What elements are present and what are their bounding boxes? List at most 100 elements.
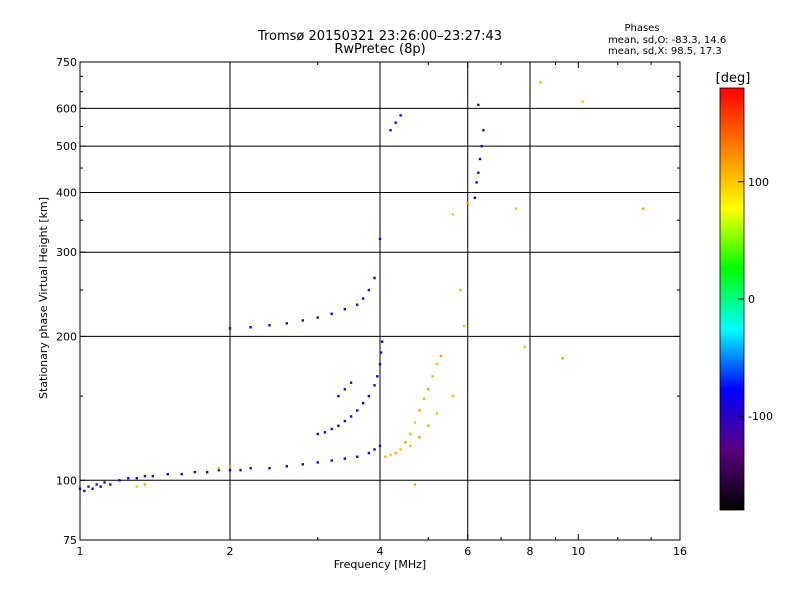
data-point xyxy=(355,409,359,412)
data-point xyxy=(539,81,542,84)
data-point xyxy=(343,307,347,311)
data-point xyxy=(367,288,371,292)
data-point xyxy=(83,489,86,493)
data-point xyxy=(301,463,305,466)
colorbar: [deg] 100 0 -100 xyxy=(716,71,773,511)
data-point xyxy=(399,114,402,117)
data-point xyxy=(427,388,430,391)
data-point xyxy=(361,297,365,300)
data-point xyxy=(480,144,483,148)
data-point xyxy=(514,207,518,210)
data-point xyxy=(228,327,232,330)
data-point xyxy=(337,424,340,428)
colorbar-tick-label: 100 xyxy=(748,176,769,189)
data-point xyxy=(462,325,466,328)
data-point xyxy=(217,468,221,472)
data-point xyxy=(268,466,271,470)
grid-lines xyxy=(80,62,680,540)
data-point xyxy=(451,394,455,398)
data-point xyxy=(349,381,353,384)
data-point xyxy=(418,436,421,439)
data-point xyxy=(413,483,417,486)
data-point xyxy=(330,312,333,315)
data-point xyxy=(380,340,384,343)
data-point xyxy=(523,345,526,349)
data-point xyxy=(376,375,379,378)
x-tick-label: 2 xyxy=(227,545,234,558)
data-point xyxy=(373,448,376,451)
data-point xyxy=(466,201,469,205)
data-point xyxy=(91,487,94,490)
data-point xyxy=(373,276,376,280)
data-point xyxy=(249,326,252,329)
chart-subtitle: RwPretec (8p) xyxy=(334,42,425,57)
data-point xyxy=(316,316,319,319)
data-point xyxy=(285,465,288,468)
data-point xyxy=(135,477,138,480)
data-point xyxy=(268,324,271,327)
data-point xyxy=(135,485,138,488)
stats-x: mean, sd,X: 98.5, 17.3 xyxy=(608,46,722,57)
data-point xyxy=(355,303,359,306)
data-point xyxy=(379,351,383,354)
data-point xyxy=(151,474,155,478)
x-axis-label: Frequency [MHz] xyxy=(334,558,426,571)
colorbar-tick-label: 0 xyxy=(748,293,755,306)
data-point xyxy=(143,474,147,478)
data-point xyxy=(343,457,347,460)
data-point xyxy=(355,455,359,458)
y-tick-label: 75 xyxy=(63,534,77,547)
x-tick-label: 8 xyxy=(527,545,534,558)
y-axis-label: Stationary phase Virtual Height [km] xyxy=(37,197,50,399)
data-point xyxy=(413,421,417,424)
x-tick-label: 4 xyxy=(377,545,384,558)
data-point xyxy=(367,394,371,398)
data-point xyxy=(109,483,112,486)
data-point xyxy=(343,419,347,423)
data-point xyxy=(581,100,584,103)
x-tick-label: 6 xyxy=(464,545,471,558)
data-point xyxy=(477,103,480,107)
data-point xyxy=(389,453,392,457)
data-point xyxy=(103,481,106,484)
data-point xyxy=(394,121,397,124)
data-point xyxy=(482,128,485,132)
data-point xyxy=(95,483,98,486)
data-point xyxy=(451,213,455,216)
data-point xyxy=(316,461,319,464)
data-point xyxy=(378,362,382,366)
data-point xyxy=(378,444,382,448)
data-point xyxy=(389,128,392,132)
data-point xyxy=(249,466,252,470)
data-point xyxy=(239,468,242,472)
data-point xyxy=(439,354,443,358)
data-point xyxy=(399,448,402,451)
data-point xyxy=(228,465,232,468)
data-point xyxy=(431,375,434,378)
data-point xyxy=(166,472,169,476)
y-tick-label: 100 xyxy=(56,474,77,487)
data-point xyxy=(473,196,477,199)
data-points xyxy=(78,81,645,493)
data-point xyxy=(418,409,421,412)
x-tick-label: 1 xyxy=(77,545,84,558)
data-point xyxy=(404,441,407,444)
data-point xyxy=(180,472,183,476)
data-point xyxy=(217,466,221,470)
stats-o: mean, sd,O: -83.3, 14.6 xyxy=(608,35,726,46)
y-tick-label: 750 xyxy=(56,56,77,69)
data-point xyxy=(301,319,305,322)
data-point xyxy=(459,288,462,292)
chart-title: Tromsø 20150321 23:26:00–23:27:43 xyxy=(257,29,502,44)
data-point xyxy=(143,483,147,486)
data-point xyxy=(205,470,209,474)
data-point xyxy=(409,432,412,436)
plot-area: 1 2 4 6 8 10 16 75 100 200 300 400 500 600 750 xyxy=(56,56,687,558)
axis-ticks: 1 2 4 6 8 10 16 75 100 200 300 400 500 600 750 xyxy=(56,56,687,558)
data-point xyxy=(330,427,333,431)
y-tick-label: 600 xyxy=(56,102,77,115)
data-point xyxy=(285,322,288,325)
data-point xyxy=(118,479,121,482)
data-point xyxy=(337,394,340,398)
